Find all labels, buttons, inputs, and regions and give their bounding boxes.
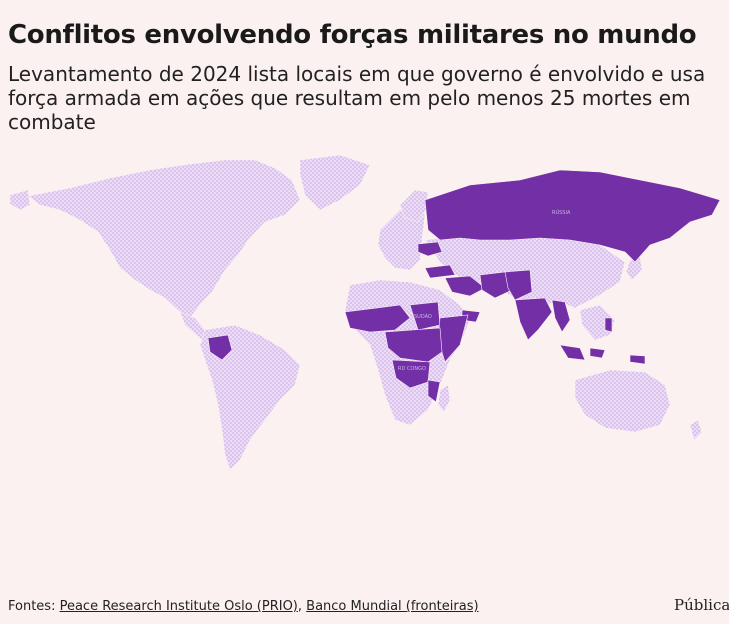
sources-prefix: Fontes: [8,599,60,614]
country-middle-east [444,275,486,297]
country-indonesia [559,344,646,365]
land-australia [574,369,671,433]
country-labels: RÚSSIA SUDÃO RD CONGO [398,209,571,372]
label-drc: RD CONGO [398,366,426,372]
chart-subtitle: Levantamento de 2024 lista locais em que… [8,62,706,134]
country-myanmar-thailand [551,299,571,333]
country-turkey [424,264,456,279]
country-sahel [344,304,411,333]
land-alaska [9,189,31,211]
land-new-zealand [689,419,703,441]
land-south-america [199,324,301,471]
land-se-asia [579,304,616,341]
country-philippines [604,317,613,333]
country-colombia [207,334,233,361]
country-india [514,297,553,341]
source-link-prio[interactable]: Peace Research Institute Oslo (PRIO) [59,599,298,614]
chart-title: Conflitos envolvendo forças militares no… [8,20,697,50]
country-iran [479,271,513,299]
country-ukraine [417,241,443,257]
world-map: RÚSSIA SUDÃO RD CONGO [9,154,721,471]
source-link-world-bank[interactable]: Banco Mundial (fronteiras) [306,599,479,614]
country-russia [424,169,721,263]
label-russia: RÚSSIA [552,209,571,216]
label-sudan: SUDÃO [414,313,432,320]
land-madagascar [437,384,451,413]
land-greenland [299,154,371,211]
country-afghanistan-pakistan [504,269,533,301]
land-north-america [27,159,301,319]
conflict-countries [207,169,721,403]
sources-separator: , [297,599,307,614]
country-drc [391,359,431,389]
sources-footer: Fontes: Peace Research Institute Oslo (P… [8,599,479,614]
country-mozambique [427,379,441,403]
publica-logo: Pública [674,596,729,614]
